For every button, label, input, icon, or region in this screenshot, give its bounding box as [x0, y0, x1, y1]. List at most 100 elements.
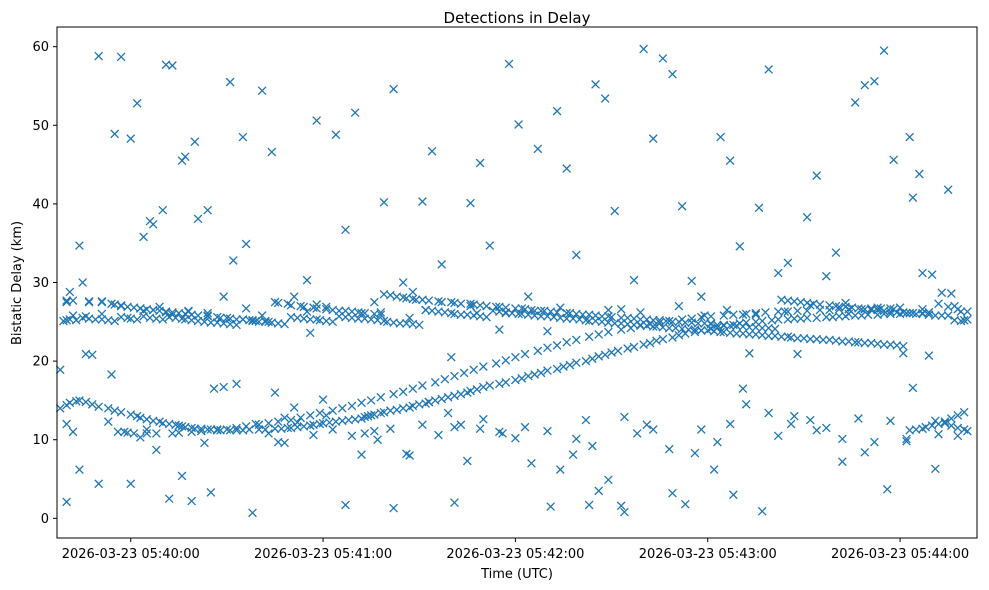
- data-point: [289, 403, 299, 412]
- data-point: [687, 314, 697, 324]
- data-point: [328, 406, 338, 416]
- data-point: [456, 420, 466, 430]
- data-point: [315, 419, 325, 429]
- data-point: [478, 362, 488, 371]
- data-point: [75, 465, 84, 474]
- data-point: [81, 397, 91, 407]
- data-point: [632, 429, 642, 438]
- data-point: [408, 401, 418, 411]
- data-point: [309, 430, 318, 440]
- data-point: [514, 120, 523, 129]
- data-point: [677, 315, 687, 324]
- data-point: [251, 419, 261, 429]
- data-point: [225, 77, 235, 87]
- y-tick-label: 20: [32, 355, 49, 370]
- data-point: [696, 425, 706, 434]
- data-point: [152, 429, 161, 438]
- data-point: [674, 301, 684, 311]
- data-point: [668, 488, 677, 498]
- data-point: [97, 297, 107, 307]
- data-point: [501, 377, 511, 387]
- x-tick-label: 2026-03-23 05:44:00: [831, 547, 969, 562]
- data-point: [783, 332, 793, 342]
- data-point: [898, 348, 908, 358]
- data-point: [321, 302, 331, 312]
- data-point: [674, 330, 684, 340]
- data-point: [462, 456, 472, 466]
- data-point: [527, 305, 536, 315]
- data-point: [392, 405, 402, 415]
- data-point: [745, 348, 754, 358]
- data-point: [838, 434, 847, 444]
- data-point: [495, 325, 504, 335]
- data-point: [203, 205, 213, 215]
- data-point: [648, 425, 658, 434]
- data-point: [757, 506, 767, 516]
- data-point: [504, 59, 514, 69]
- y-tick-label: 50: [32, 119, 49, 134]
- data-point: [257, 86, 267, 96]
- data-point: [142, 429, 152, 438]
- data-point: [664, 323, 674, 333]
- data-point: [559, 362, 568, 371]
- data-point: [155, 302, 164, 312]
- data-point: [65, 287, 75, 297]
- data-point: [59, 316, 68, 326]
- data-point: [805, 334, 815, 344]
- data-point: [357, 398, 366, 408]
- data-point: [825, 305, 834, 315]
- data-point: [466, 386, 475, 396]
- data-point: [232, 425, 241, 435]
- data-point: [472, 308, 482, 318]
- data-point: [511, 433, 520, 443]
- data-point: [312, 304, 322, 313]
- data-point: [408, 294, 418, 304]
- data-point: [244, 315, 254, 325]
- data-point: [376, 310, 386, 320]
- data-point: [376, 408, 386, 418]
- data-point: [478, 414, 488, 424]
- data-point: [946, 289, 956, 298]
- data-point: [305, 421, 315, 430]
- data-point: [741, 318, 751, 327]
- data-point: [953, 431, 963, 441]
- data-point: [587, 354, 597, 364]
- data-point: [180, 152, 190, 162]
- data-point: [248, 508, 257, 518]
- data-point: [469, 365, 479, 375]
- data-point: [956, 316, 966, 326]
- data-point: [934, 299, 943, 309]
- data-point: [793, 306, 802, 316]
- data-point: [870, 437, 879, 447]
- data-point: [501, 355, 511, 365]
- data-point: [171, 420, 180, 430]
- data-point: [914, 169, 924, 179]
- data-point: [68, 311, 78, 320]
- data-point: [75, 396, 84, 405]
- x-tick-label: 2026-03-23 05:41:00: [254, 547, 392, 562]
- data-point: [110, 129, 120, 139]
- data-point: [812, 313, 822, 323]
- data-point: [495, 427, 504, 437]
- data-point: [616, 304, 626, 314]
- data-point: [177, 314, 187, 324]
- data-point: [366, 411, 376, 420]
- data-point: [514, 309, 523, 319]
- data-point: [530, 306, 539, 316]
- data-point: [341, 225, 350, 235]
- data-point: [331, 130, 341, 140]
- data-point: [142, 425, 152, 434]
- data-point: [802, 212, 812, 222]
- data-point: [543, 326, 552, 336]
- data-point: [187, 427, 196, 437]
- data-point: [280, 413, 289, 423]
- data-point: [203, 311, 213, 321]
- data-point: [437, 394, 447, 404]
- data-point: [241, 304, 251, 313]
- data-point: [879, 340, 889, 349]
- data-point: [921, 422, 931, 432]
- data-point: [232, 379, 241, 389]
- data-point: [103, 417, 113, 427]
- data-point: [389, 84, 398, 94]
